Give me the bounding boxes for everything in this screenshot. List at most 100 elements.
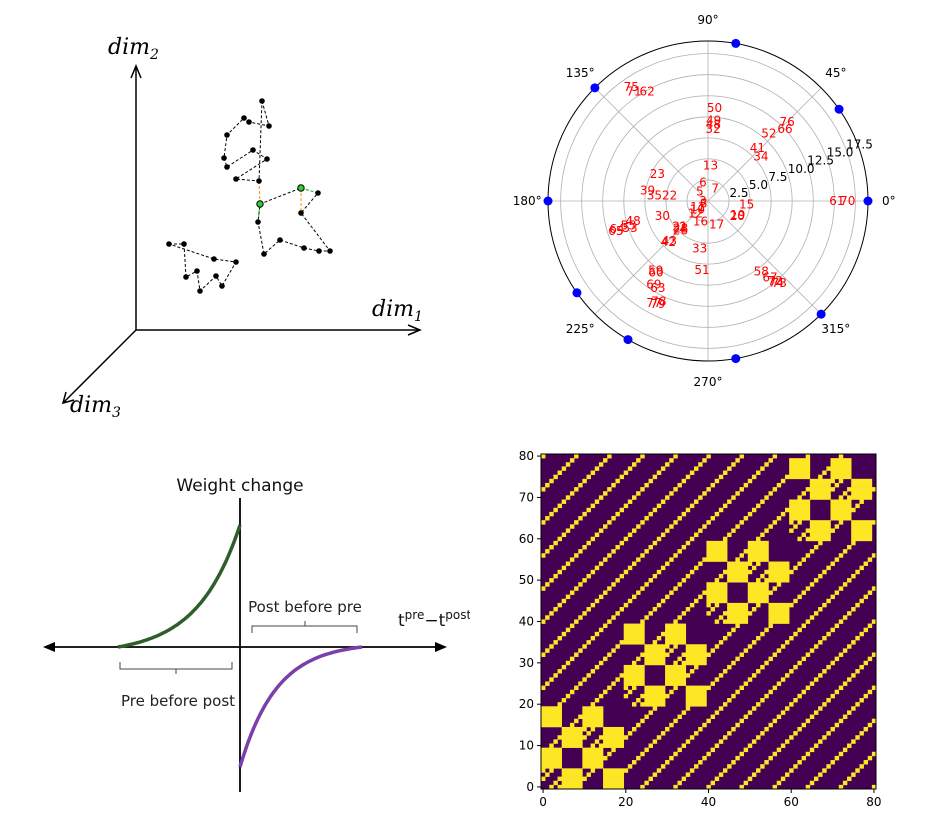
cluster-point: [224, 132, 230, 138]
heatmap-cell: [569, 557, 575, 562]
heatmap-cell: [541, 520, 546, 525]
heatmap-cell: [834, 524, 840, 529]
heatmap-cell: [830, 458, 852, 463]
heatmap-cell: [768, 573, 790, 579]
heatmap-cell: [776, 714, 782, 719]
heatmap-cell: [669, 722, 674, 728]
heatmap-cell: [785, 772, 790, 777]
node-label: 69: [646, 277, 661, 291]
heatmap-cell: [549, 768, 554, 773]
heatmap-cell: [871, 619, 877, 624]
heatmap-cell: [855, 503, 860, 509]
heatmap-cell: [644, 660, 666, 666]
heatmap-cell: [594, 664, 600, 670]
heatmap-cell: [764, 569, 794, 575]
heatmap-cell: [776, 780, 782, 786]
heatmap-cell: [565, 594, 571, 600]
heatmap-cell: [665, 462, 670, 467]
heatmap-cell: [582, 478, 587, 484]
heatmap-cell: [565, 627, 571, 633]
heatmap-cell: [561, 743, 583, 748]
heatmap-cell: [813, 611, 819, 616]
heatmap-cell: [768, 607, 790, 612]
heatmap-cell: [789, 458, 811, 463]
heatmap-cell: [768, 491, 773, 496]
heatmap-cell: [582, 760, 604, 765]
heatmap-cell: [847, 611, 852, 616]
heatmap-cell: [698, 561, 703, 566]
heatmap-cell: [578, 549, 583, 554]
heatmap-cell: [677, 780, 682, 786]
right-brace-label: Post before pre: [248, 598, 362, 616]
heatmap-cell: [834, 482, 840, 488]
heatmap-cell: [871, 718, 877, 724]
heatmap-cell: [631, 462, 637, 467]
heatmap-cell: [747, 557, 769, 562]
heatmap-cell: [747, 776, 753, 782]
heatmap-cell: [780, 644, 786, 649]
heatmap-cell: [594, 698, 600, 703]
heatmap-cell: [743, 714, 749, 719]
radial-tick-label: 12.5: [807, 154, 834, 168]
heatmap-cell: [607, 586, 612, 591]
heatmap-cell: [619, 507, 625, 513]
heatmap-cell: [689, 768, 695, 773]
heatmap-cell: [834, 623, 840, 629]
heatmap-cell: [541, 768, 546, 773]
heatmap-cell: [834, 689, 840, 695]
cluster-point: [256, 178, 262, 184]
heatmap-cell: [756, 768, 761, 773]
heatmap-cell: [830, 760, 835, 765]
heatmap-cell: [631, 760, 637, 765]
highlight-point: [297, 184, 305, 192]
heatmap-cell: [594, 466, 600, 471]
heatmap-cell: [557, 669, 562, 674]
heatmap-cell: [859, 731, 864, 736]
heatmap-cell: [780, 478, 786, 484]
heatmap-cell: [809, 780, 815, 786]
heatmap-cell: [644, 582, 649, 587]
heatmap-cell: [615, 578, 620, 583]
heatmap-cell: [785, 640, 790, 645]
heatmap-cell: [780, 776, 786, 782]
node-label: 72: [767, 274, 782, 288]
heatmap-cell: [706, 718, 711, 724]
heatmap-cell: [768, 722, 773, 728]
angle-tick-labels: 0° 45° 90° 135° 180° 225° 270° 315°: [513, 13, 896, 389]
heatmap-cell: [834, 590, 840, 595]
heatmap-cell: [847, 776, 852, 782]
heatmap-cell: [805, 553, 811, 558]
heatmap-cell: [747, 511, 753, 517]
heatmap-cell: [665, 635, 687, 641]
heatmap-cell: [557, 569, 562, 575]
heatmap-cell: [706, 544, 728, 550]
heatmap-cell: [747, 710, 753, 715]
x-tick-label: 0: [539, 795, 547, 809]
node-label: 65: [608, 224, 623, 238]
heatmap-cell: [809, 714, 815, 719]
heatmap-cell: [789, 768, 794, 773]
x-tick-label: 20: [618, 795, 633, 809]
heatmap-cell: [541, 751, 562, 757]
node-label: 73: [772, 276, 787, 290]
heatmap-cell: [681, 478, 687, 484]
heatmap-cell: [541, 685, 546, 691]
heatmap-cell: [648, 611, 653, 616]
heatmap-cell: [764, 760, 769, 765]
heatmap-cell: [768, 602, 794, 608]
heatmap-cell: [822, 702, 827, 707]
heatmap-cell: [541, 722, 562, 728]
heatmap-cell: [681, 743, 687, 748]
heatmap-cell: [743, 747, 749, 753]
cluster-point: [213, 273, 219, 279]
heatmap-cell: [760, 499, 765, 504]
heatmap-cell: [561, 532, 567, 538]
heatmap-cell: [855, 602, 860, 608]
heatmap-cell: [785, 739, 790, 744]
heatmap-cell: [685, 772, 691, 777]
heatmap-cell: [797, 760, 802, 765]
heatmap-cell: [830, 594, 835, 600]
heatmap-cell: [706, 549, 728, 554]
heatmap-cell: [640, 751, 645, 757]
stdp-x-label: tpre−tpost: [398, 608, 470, 631]
